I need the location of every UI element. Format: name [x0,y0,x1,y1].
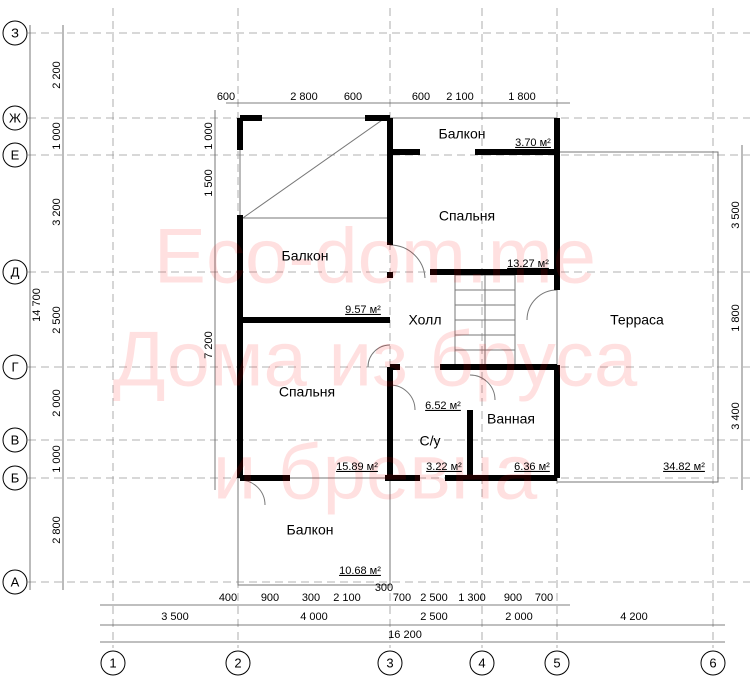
room-name: Балкон [282,248,329,264]
room-name: Терраса [610,312,664,328]
dimension: 2 000 [505,611,533,623]
room-name: Балкон [439,126,486,142]
dimension: 300 [375,582,393,594]
column-label: 2 [234,655,241,670]
dimension: 2 100 [333,592,361,604]
watermark: и бревна [213,428,538,516]
row-label: В [11,432,20,447]
dimension: 400 [219,592,237,604]
dimension: 1 800 [508,91,536,103]
room-area: 3.70 м² [515,137,551,149]
labels: 1 2 3 4 5 6 З Ж Е Д Г В Б А Eco-dom.me Дома из бруса и б… [9,25,742,670]
room-area: 13.27 м² [507,258,549,270]
dimension: 1 000 [203,122,215,150]
row-label: З [11,25,19,40]
room-area: 34.82 м² [663,461,705,473]
axis-bubble [2,259,28,285]
column-label: 4 [478,655,485,670]
room-name: С/у [420,433,441,449]
room-name: Холл [409,312,442,328]
dimension: 2 200 [51,61,63,89]
row-label: Г [11,359,18,374]
watermark: Дома из бруса [113,315,638,403]
dimension: 600 [344,91,362,103]
dimension: 2 800 [290,91,318,103]
room-area: 6.52 м² [425,400,461,412]
dimension: 3 200 [51,198,63,226]
axis-bubble [2,20,28,46]
row-label: Д [11,264,20,279]
axis-bubble [2,569,28,595]
dimension: 7 200 [203,331,215,359]
dimension: 4 200 [620,611,648,623]
dimension: 1 500 [203,169,215,197]
dimension: 2 100 [446,91,474,103]
row-label: Ж [9,110,21,125]
dimension: 1 000 [51,122,63,150]
room-name: Балкон [287,522,334,538]
axis-bubble [377,650,403,676]
room-area: 6.36 м² [514,461,550,473]
column-label: 5 [553,655,560,670]
row-label: Е [11,147,20,162]
dimension: 3 500 [161,611,189,623]
axis-bubble [2,465,28,491]
dimension: 900 [504,592,522,604]
dimension: 2 800 [51,516,63,544]
dimension-lines [29,25,743,643]
dimension: 700 [393,592,411,604]
column-label: 1 [109,655,116,670]
room-name: Спальня [439,208,495,224]
dimension: 4 000 [300,611,328,623]
dimension: 2 500 [51,306,63,334]
column-label: 3 [386,655,393,670]
axis-bubble [2,105,28,131]
axis-bubble [2,354,28,380]
axis-bubble [100,650,126,676]
room-name: Ванная [487,411,535,427]
room-area: 9.57 м² [345,304,381,316]
dimension: 14 700 [31,288,43,322]
room-area: 15.89 м² [336,461,378,473]
room-name: Спальня [279,384,335,400]
room-area: 3.22 м² [426,461,462,473]
dimension: 600 [412,91,430,103]
dimension: 2 500 [420,611,448,623]
axis-bubble [544,650,570,676]
watermark: Eco-dom.me [154,212,596,300]
dimension: 1 000 [51,445,63,473]
dimension: 700 [535,592,553,604]
axis-bubble [2,427,28,453]
dimension: 1 800 [730,304,742,332]
axis-bubble [2,142,28,168]
dimension: 2 500 [420,592,448,604]
axis-bubble [225,650,251,676]
row-label: Б [11,470,20,485]
dimension: 300 [302,592,320,604]
dimension: 2 000 [51,389,63,417]
room-area: 10.68 м² [339,565,381,577]
column-label: 6 [709,655,716,670]
dimension: 1 300 [458,592,486,604]
dimension: 600 [217,91,235,103]
dimension: 3 500 [730,201,742,229]
walls [237,115,560,481]
grid-lines [2,8,750,676]
row-label: А [11,574,20,589]
dimension: 16 200 [388,629,422,641]
dimension: 900 [261,592,279,604]
dimension: 3 400 [730,402,742,430]
thin-outlines [237,117,719,586]
axis-bubble [700,650,726,676]
axis-bubble [469,650,495,676]
